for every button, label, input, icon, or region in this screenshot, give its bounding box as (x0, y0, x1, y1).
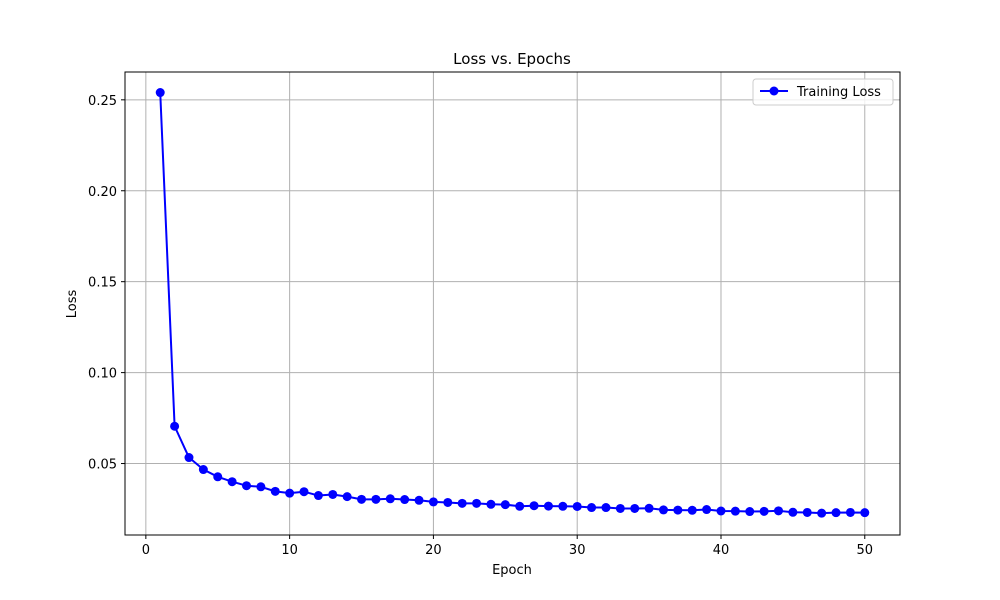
legend-marker-sample (769, 86, 779, 96)
y-tick-label: 0.25 (88, 94, 117, 109)
training-loss-point (385, 494, 395, 504)
training-loss-point (759, 506, 769, 516)
training-loss-point (357, 494, 367, 504)
training-loss-point (572, 501, 582, 511)
x-tick-label: 20 (425, 543, 442, 558)
training-loss-point (170, 421, 180, 431)
training-loss-point (400, 495, 410, 505)
training-loss-point (716, 506, 726, 516)
training-loss-point (328, 489, 338, 499)
training-loss-point (702, 505, 712, 515)
training-loss-point (817, 508, 827, 518)
training-loss-point (788, 507, 798, 517)
y-axis-label: Loss (65, 290, 80, 319)
training-loss-point (730, 506, 740, 516)
training-loss-point (227, 477, 237, 487)
training-loss-point (687, 505, 697, 515)
ticks: 0 10 20 30 40 50 0.05 0.10 0.15 0.20 0.25 (88, 94, 873, 558)
training-loss-point (213, 472, 223, 482)
training-loss-point (313, 491, 323, 501)
training-loss-point (860, 508, 870, 518)
training-loss-point (529, 501, 539, 511)
training-loss-point (241, 481, 251, 491)
x-tick-label: 30 (569, 543, 586, 558)
legend-label-training-loss: Training Loss (796, 85, 881, 100)
series-layer (155, 88, 870, 518)
training-loss-point (428, 497, 438, 507)
chart-title: Loss vs. Epochs (453, 50, 571, 68)
training-loss-point (587, 503, 597, 513)
training-loss-point (802, 507, 812, 517)
training-loss-point (745, 507, 755, 517)
training-loss-point (256, 482, 266, 492)
training-loss-point (299, 487, 309, 497)
y-tick-label: 0.05 (88, 458, 117, 473)
legend-box (752, 78, 894, 106)
training-loss-point (270, 486, 280, 496)
training-loss-point (198, 465, 208, 475)
y-tick-label: 0.15 (88, 276, 117, 291)
x-tick-label: 0 (142, 543, 150, 558)
training-loss-point (601, 503, 611, 513)
x-tick-label: 10 (281, 543, 298, 558)
training-loss-point (644, 503, 654, 513)
training-loss-point (155, 88, 165, 98)
x-axis-label: Epoch (492, 563, 532, 578)
training-loss-point (500, 500, 510, 510)
training-loss-point (658, 505, 668, 515)
axes-frame (124, 71, 901, 536)
training-loss-point (831, 508, 841, 518)
training-loss-point (774, 506, 784, 516)
y-tick-label: 0.10 (88, 367, 117, 382)
training-loss-point (285, 488, 295, 498)
training-loss-point (543, 501, 553, 511)
training-loss-point (615, 503, 625, 513)
training-loss-point (515, 501, 525, 511)
x-tick-label: 50 (856, 543, 873, 558)
training-loss-point (414, 495, 424, 505)
legend: Training Loss (752, 78, 894, 106)
training-loss-point (673, 505, 683, 515)
training-loss-point (443, 497, 453, 507)
training-loss-point (184, 453, 194, 463)
training-loss-point (630, 503, 640, 513)
training-loss-point (558, 501, 568, 511)
training-loss-point (845, 507, 855, 517)
x-tick-label: 40 (713, 543, 730, 558)
training-loss-point (457, 498, 467, 508)
training-loss-point (486, 499, 496, 509)
training-loss-point (342, 492, 352, 502)
y-tick-label: 0.20 (88, 185, 117, 200)
training-loss-point (472, 498, 482, 508)
training-loss-point (371, 494, 381, 504)
